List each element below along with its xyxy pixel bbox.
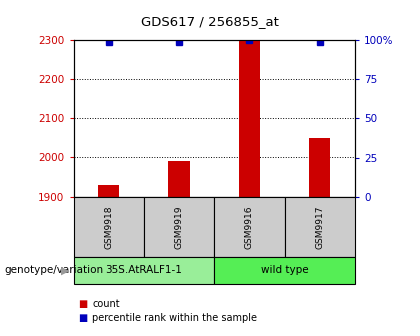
Text: GDS617 / 256855_at: GDS617 / 256855_at bbox=[141, 15, 279, 28]
Text: ■: ■ bbox=[78, 312, 87, 323]
Bar bbox=[168, 161, 189, 197]
Text: GSM9919: GSM9919 bbox=[175, 205, 184, 249]
Bar bbox=[98, 185, 119, 197]
Text: wild type: wild type bbox=[261, 265, 308, 276]
Text: ■: ■ bbox=[78, 299, 87, 309]
Text: ▶: ▶ bbox=[61, 265, 69, 276]
Bar bbox=[239, 40, 260, 197]
Text: percentile rank within the sample: percentile rank within the sample bbox=[92, 312, 257, 323]
Text: GSM9916: GSM9916 bbox=[245, 205, 254, 249]
Text: GSM9918: GSM9918 bbox=[104, 205, 113, 249]
Bar bbox=[309, 138, 330, 197]
Text: 35S.AtRALF1-1: 35S.AtRALF1-1 bbox=[105, 265, 182, 276]
Text: GSM9917: GSM9917 bbox=[315, 205, 324, 249]
Text: genotype/variation: genotype/variation bbox=[4, 265, 103, 276]
Text: count: count bbox=[92, 299, 120, 309]
